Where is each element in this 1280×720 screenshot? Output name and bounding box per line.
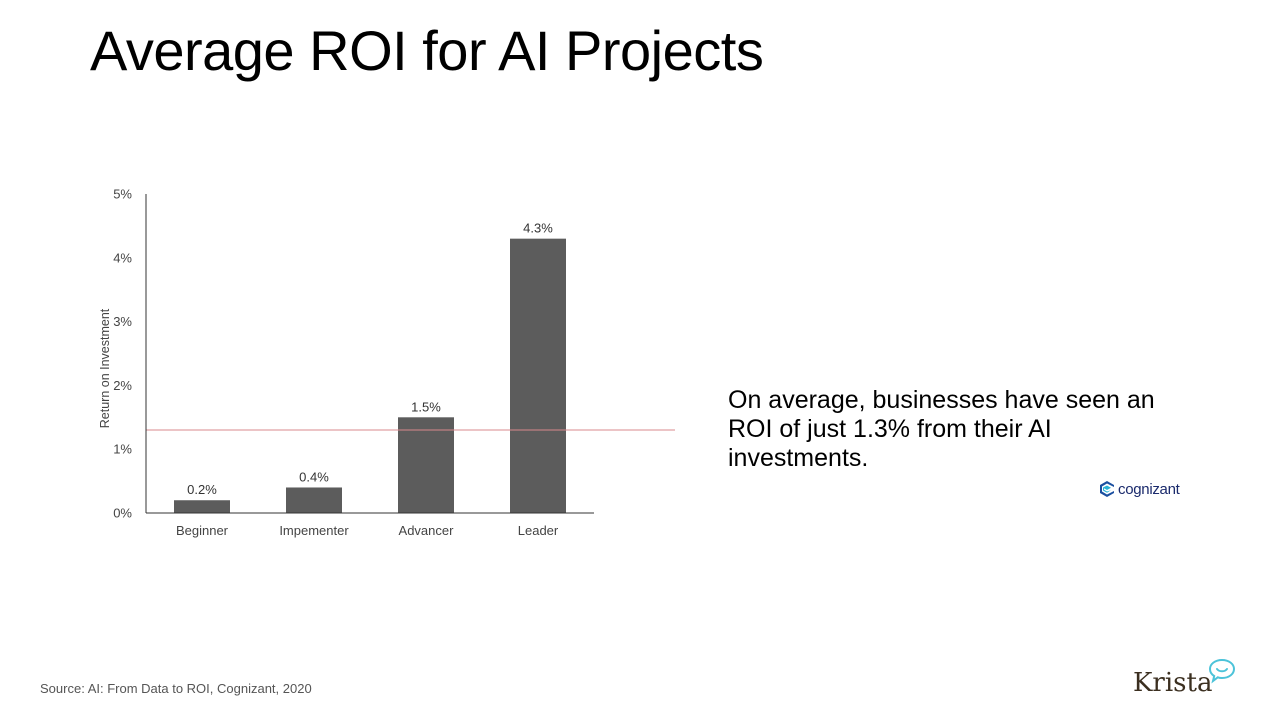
y-tick-label: 0% (113, 506, 132, 521)
bar-value-label: 4.3% (523, 221, 553, 236)
y-tick-label: 5% (113, 187, 132, 202)
y-tick-label: 4% (113, 250, 132, 265)
y-tick-label: 1% (113, 442, 132, 457)
source-citation: Source: AI: From Data to ROI, Cognizant,… (40, 681, 312, 696)
bar-value-label: 0.4% (299, 469, 329, 484)
slide-title: Average ROI for AI Projects (90, 19, 764, 82)
cognizant-wordmark: cognizant (1118, 480, 1180, 498)
x-tick-label: Beginner (176, 523, 229, 538)
krista-logo: Krista (1133, 658, 1236, 698)
x-tick-label: Impementer (279, 523, 349, 538)
y-tick-label: 3% (113, 314, 132, 329)
chat-bubble-icon (1209, 658, 1236, 684)
bar-value-label: 1.5% (411, 399, 441, 414)
x-tick-label: Leader (518, 523, 559, 538)
bar-value-label: 0.2% (187, 482, 217, 497)
cognizant-logo: cognizant (1098, 479, 1180, 499)
cognizant-mark-icon (1100, 481, 1114, 497)
bar-beginner (174, 500, 230, 513)
bar-leader (510, 238, 566, 513)
y-tick-label: 2% (113, 378, 132, 393)
x-tick-label: Advancer (399, 523, 455, 538)
bar-impementer (286, 487, 342, 513)
krista-wordmark: Krista (1133, 668, 1213, 698)
callout-text: On average, businesses have seen an ROI … (728, 386, 1155, 472)
roi-bar-chart: 0% 1% 2% 3% 4% 5% Return on Investment 0.2% Begi… (98, 187, 675, 538)
y-axis-title: Return on Investment (98, 308, 112, 428)
bar-advancer (398, 417, 454, 513)
